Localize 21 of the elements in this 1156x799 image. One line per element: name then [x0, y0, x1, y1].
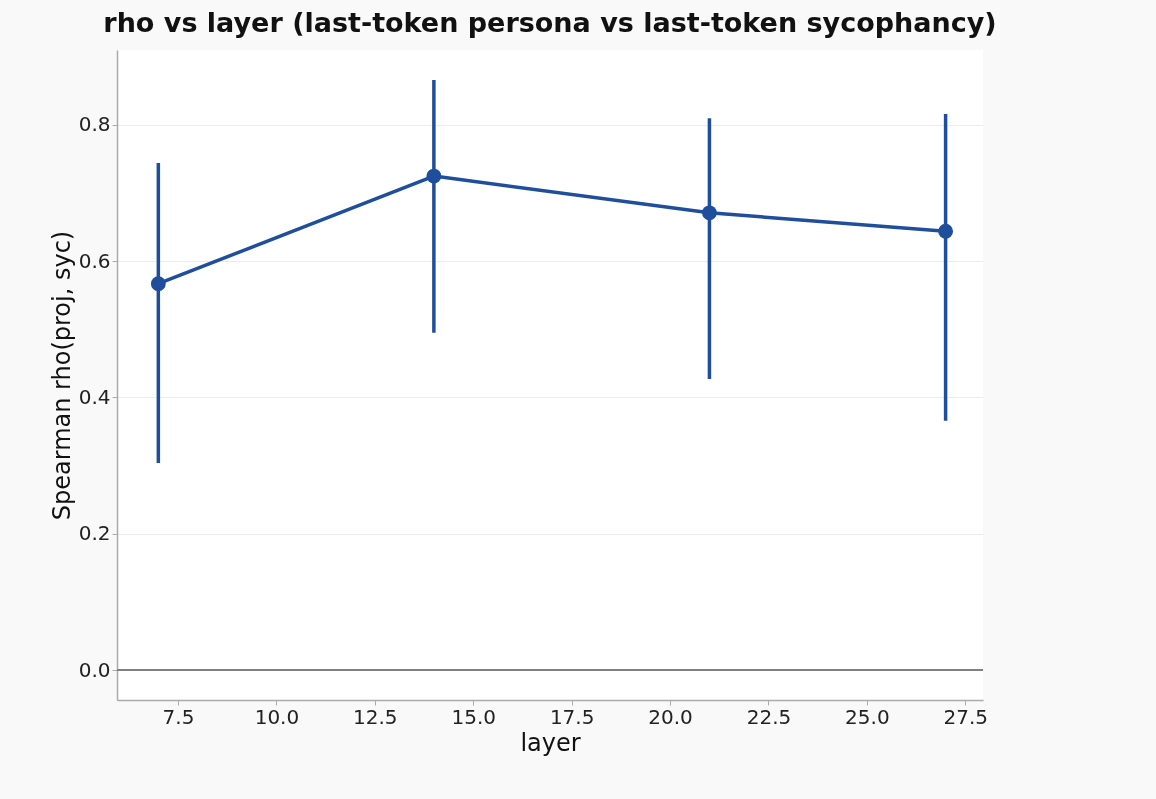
- y-tick-label: 0.0: [78, 657, 111, 682]
- y-tick-label: 0.2: [78, 521, 111, 546]
- x-tick-label: 15.0: [451, 704, 497, 729]
- x-tick-label: 22.5: [746, 704, 792, 729]
- x-axis-title: layer: [520, 728, 581, 757]
- point: [938, 223, 954, 239]
- point: [426, 168, 442, 184]
- x-tick-label: 10.0: [254, 704, 300, 729]
- y-tick-label: 0.6: [78, 248, 111, 273]
- x-tick-label: 12.5: [353, 704, 398, 729]
- x-tick-label: 20.0: [648, 704, 693, 729]
- point: [702, 205, 717, 221]
- y-tick-label: 0.8: [78, 112, 111, 137]
- chart-title: rho vs layer (last-token persona vs last-token sycophancy): [103, 7, 997, 38]
- y-axis-title: Spearman rho(proj, syc): [47, 230, 76, 521]
- x-tick-label: 17.5: [549, 704, 595, 729]
- x-tick-label: 25.0: [845, 704, 890, 729]
- x-tick-label: 7.5: [162, 704, 195, 729]
- y-tick-label: 0.4: [78, 384, 111, 409]
- x-tick-label: 27.5: [943, 704, 989, 729]
- point: [150, 276, 166, 292]
